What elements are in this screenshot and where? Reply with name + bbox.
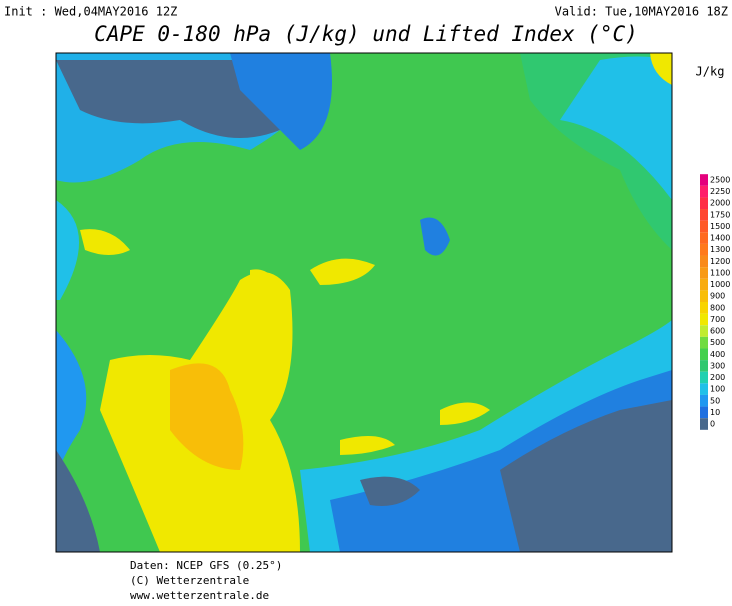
colorbar-swatch [700, 313, 708, 326]
colorbar-label: 300 [710, 361, 725, 370]
colorbar-swatch [700, 174, 708, 186]
colorbar-swatch [700, 267, 708, 279]
init-time: Init : Wed,04MAY2016 12Z [4, 5, 177, 19]
colorbar-label: 2250 [710, 187, 730, 196]
colorbar-swatch [700, 278, 708, 291]
website: www.wetterzentrale.de [130, 589, 269, 602]
colorbar-swatch [700, 232, 708, 244]
colorbar-label: 50 [710, 396, 720, 405]
colorbar-label: 100 [710, 385, 725, 394]
map [56, 53, 672, 552]
colorbar-swatch [700, 290, 708, 302]
colorbar-swatch [700, 371, 708, 384]
colorbar-label: 1300 [710, 245, 730, 254]
colorbar-swatch [700, 255, 708, 268]
valid-time: Valid: Tue,10MAY2016 18Z [555, 5, 728, 19]
colorbar-swatch [700, 220, 708, 233]
colorbar-swatch [700, 336, 708, 349]
colorbar-label: 200 [710, 373, 725, 382]
colorbar-label: 700 [710, 315, 725, 324]
colorbar: 2500225020001750150014001300120011001000… [700, 174, 730, 430]
colorbar-swatch [700, 406, 708, 419]
colorbar-swatch [700, 360, 708, 372]
colorbar-label: 900 [710, 292, 725, 301]
data-source: Daten: NCEP GFS (0.25°) [130, 559, 282, 572]
colorbar-swatch [700, 185, 708, 198]
colorbar-label: 2000 [710, 199, 730, 208]
map-title: CAPE 0-180 hPa (J/kg) und Lifted Index (… [94, 22, 638, 46]
map-frame [55, 52, 673, 553]
colorbar-label: 1200 [710, 257, 730, 266]
colorbar-label: 10 [710, 408, 720, 417]
colorbar-label: 1100 [710, 268, 730, 277]
colorbar-unit: J/kg [696, 65, 725, 79]
colorbar-swatch [700, 348, 708, 361]
colorbar-swatch [700, 418, 708, 430]
colorbar-label: 2500 [710, 176, 730, 185]
colorbar-swatch [700, 243, 708, 256]
colorbar-label: 500 [710, 338, 725, 347]
colorbar-label: 1500 [710, 222, 730, 231]
colorbar-swatch [700, 209, 708, 221]
colorbar-label: 1750 [710, 210, 730, 219]
colorbar-swatch [700, 383, 708, 395]
colorbar-label: 1400 [710, 234, 730, 243]
colorbar-swatch [700, 197, 708, 210]
colorbar-swatch [700, 394, 708, 407]
colorbar-label: 0 [710, 420, 715, 429]
colorbar-swatch [700, 325, 708, 337]
colorbar-label: 400 [710, 350, 725, 359]
colorbar-swatch [700, 302, 708, 314]
colorbar-label: 800 [710, 303, 725, 312]
colorbar-label: 1000 [710, 280, 730, 289]
copyright: (C) Wetterzentrale [130, 574, 249, 587]
colorbar-label: 600 [710, 327, 725, 336]
